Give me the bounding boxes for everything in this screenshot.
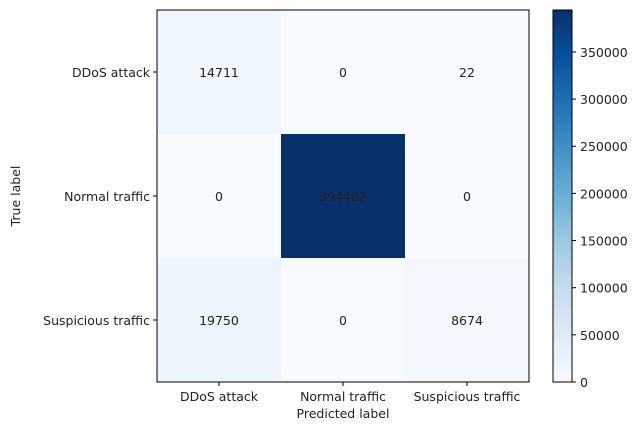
heatmap-cell — [281, 134, 405, 258]
heatmap-cell — [281, 258, 405, 382]
cell-value-label: 0 — [339, 313, 347, 328]
heatmap-cell — [405, 10, 529, 134]
colorbar-tick-label: 100000 — [580, 281, 628, 296]
y-tick-label: Suspicious traffic — [43, 313, 150, 328]
x-tick-label: Normal traffic — [300, 389, 386, 404]
colorbar-tick-label: 0 — [580, 375, 588, 390]
y-axis: DDoS attack Normal traffic Suspicious traf… — [43, 65, 157, 328]
cell-value-label: 0 — [339, 65, 347, 80]
heatmap-cell — [405, 258, 529, 382]
cell-value-label: 0 — [215, 189, 223, 204]
colorbar-tick-label: 350000 — [580, 45, 628, 60]
x-axis-label: Predicted label — [297, 406, 390, 421]
colorbar-tick-label: 150000 — [580, 234, 628, 249]
colorbar-tick-label: 200000 — [580, 186, 628, 201]
y-axis-label: True label — [8, 166, 23, 228]
cell-value-label: 22 — [459, 65, 475, 80]
colorbar-tick-label: 50000 — [580, 328, 620, 343]
x-axis: DDoS attack Normal traffic Suspicious traf… — [180, 382, 521, 404]
cell-value-label: 0 — [463, 189, 471, 204]
heatmap-cell — [157, 134, 281, 258]
cell-value-label: 19750 — [199, 313, 239, 328]
cell-value-label: 394482 — [319, 189, 367, 204]
cell-value-label: 8674 — [451, 313, 483, 328]
x-tick-label: Suspicious traffic — [414, 389, 521, 404]
colorbar-axis: 0 50000 100000 150000 200000 250000 300000 3500… — [572, 45, 628, 390]
colorbar-tick-label: 250000 — [580, 139, 628, 154]
colorbar — [552, 9, 573, 383]
heatmap-cells: 14711 0 22 0 394482 0 19750 0 8674 — [157, 10, 529, 382]
colorbar-tick-label: 300000 — [580, 92, 628, 107]
x-tick-label: DDoS attack — [180, 389, 259, 404]
heatmap-cell — [281, 10, 405, 134]
heatmap-cell — [157, 10, 281, 134]
heatmap-cell — [157, 258, 281, 382]
cell-value-label: 14711 — [199, 65, 239, 80]
heatmap-cell — [405, 134, 529, 258]
y-tick-label: Normal traffic — [64, 189, 150, 204]
y-tick-label: DDoS attack — [72, 65, 151, 80]
